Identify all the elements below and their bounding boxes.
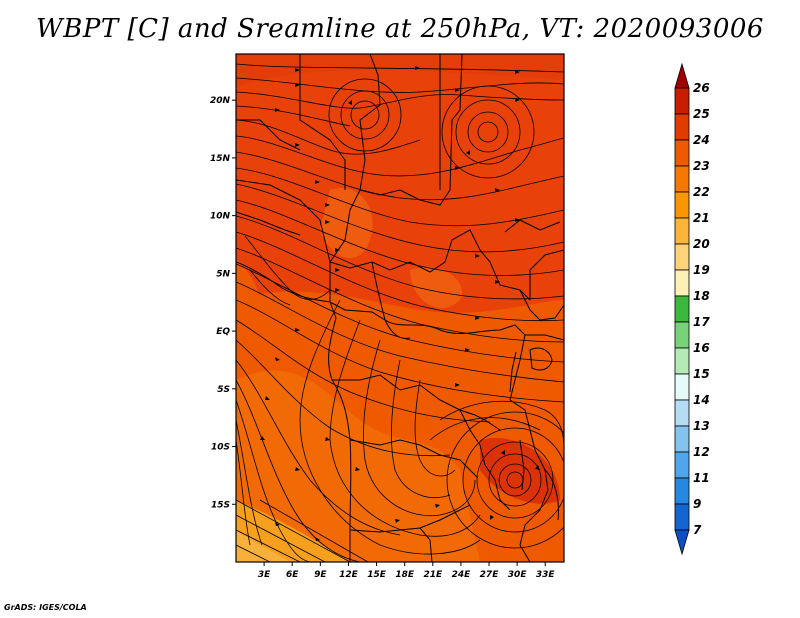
colorbar-swatch xyxy=(674,425,690,453)
border-south-sudan xyxy=(529,249,564,300)
colorbar-label: 16 xyxy=(693,341,710,355)
colorbar-label: 25 xyxy=(693,107,710,121)
border-chad-niger xyxy=(329,54,381,302)
colorbar-label: 26 xyxy=(693,81,710,95)
colorbar-label: 14 xyxy=(693,393,710,407)
lat-label: 5N xyxy=(216,269,230,279)
lon-label: 30E xyxy=(508,570,528,580)
map-frame xyxy=(235,53,565,563)
colorbar-swatch xyxy=(674,191,690,219)
colorbar-swatch xyxy=(674,399,690,427)
lon-label: 18E xyxy=(395,570,415,580)
field-patch-3 xyxy=(236,260,263,340)
colorbar-swatch xyxy=(674,347,690,375)
lon-label: 24E xyxy=(452,570,472,580)
lon-label: 21E xyxy=(423,570,443,580)
coastline-west xyxy=(236,261,352,562)
colorbar-label: 7 xyxy=(693,523,702,537)
colorbar-label: 12 xyxy=(693,445,710,459)
lon-label: 3E xyxy=(258,570,271,580)
lat-label: 10S xyxy=(211,443,230,453)
country-borders xyxy=(236,54,564,562)
colorbar-swatch xyxy=(674,139,690,167)
lon-label: 15E xyxy=(367,570,387,580)
colorbar-label: 20 xyxy=(693,237,710,251)
colorbar-swatch xyxy=(674,477,690,505)
grads-credit: GrADS: IGES/COLA xyxy=(4,603,87,612)
colorbar-swatch xyxy=(674,295,690,323)
field-north-band xyxy=(236,54,564,88)
colorbar-label: 23 xyxy=(693,159,710,173)
wbpt-shaded-field xyxy=(236,54,564,562)
colorbar-label: 18 xyxy=(693,289,710,303)
lat-label: 5S xyxy=(217,385,230,395)
lat-label: 10N xyxy=(210,212,231,222)
lon-label: 12E xyxy=(339,570,359,580)
colorbar-label: 22 xyxy=(693,185,710,199)
lake-victoria xyxy=(529,347,553,371)
colorbar-label: 13 xyxy=(693,419,710,433)
longitude-axis: 3E 6E 9E 12E 15E 18E 21E 24E 27E 30E 33E xyxy=(258,562,556,580)
border-benin xyxy=(236,211,301,236)
colorbar-swatch xyxy=(674,373,690,401)
colorbar-top-arrow xyxy=(674,62,690,89)
mozambique-channel xyxy=(544,469,559,521)
colorbar-label: 24 xyxy=(693,133,710,147)
lon-label: 6E xyxy=(286,570,299,580)
border-angola-zambia xyxy=(349,439,479,479)
colorbar-swatch xyxy=(674,165,690,193)
latitude-axis: 20N 15N 10N 5N EQ 5S 10S 15S xyxy=(210,96,236,510)
lon-label: 9E xyxy=(314,570,327,580)
lake-malawi xyxy=(519,439,525,491)
border-kenya-tanzania xyxy=(525,334,564,341)
field-patch-2 xyxy=(410,267,462,309)
colorbar-swatch xyxy=(674,503,690,531)
lat-label: EQ xyxy=(216,327,230,337)
streamline-arrows xyxy=(260,66,540,541)
border-botswana xyxy=(419,527,433,562)
colorbar-swatch xyxy=(674,217,690,245)
border-chad-sudan xyxy=(359,54,463,206)
colorbar-swatch xyxy=(674,243,690,271)
colorbar-bottom-arrow xyxy=(674,529,690,556)
border-gabon xyxy=(329,301,386,321)
border-zambia-malawi xyxy=(459,409,511,511)
field-patch-1 xyxy=(320,188,373,259)
colorbar-label: 21 xyxy=(693,211,710,225)
colorbar-label: 11 xyxy=(693,471,710,485)
lon-label: 33E xyxy=(536,570,556,580)
field-southwest-zone xyxy=(236,370,480,562)
lat-label: 15S xyxy=(211,500,230,510)
lake-tanganyika xyxy=(509,351,517,393)
border-car xyxy=(329,229,531,301)
colorbar-swatch xyxy=(674,113,690,141)
colorbar-label: 17 xyxy=(693,315,710,329)
border-niger-west xyxy=(299,54,346,190)
colorbar-label: 9 xyxy=(693,497,701,511)
streamlines xyxy=(236,63,564,562)
border-uganda xyxy=(519,289,564,321)
border-mali xyxy=(236,119,301,151)
border-drc-north xyxy=(384,319,526,401)
border-nigeria xyxy=(236,179,331,263)
colorbar-swatch xyxy=(674,87,690,115)
colorbar-label: 19 xyxy=(693,263,710,277)
border-drc-south xyxy=(332,374,501,431)
lon-label: 27E xyxy=(480,570,500,580)
colorbar-swatch xyxy=(674,269,690,297)
border-ethiopia xyxy=(504,219,561,233)
coastline-east xyxy=(509,399,549,562)
chart-title: WBPT [C] and Sreamline at 250hPa, VT: 20… xyxy=(36,14,764,44)
colorbar-swatch xyxy=(674,321,690,349)
colorbar: 26 25 24 23 22 21 20 19 18 17 16 15 14 13 12 11 9 7 xyxy=(674,62,710,556)
lat-label: 15N xyxy=(210,154,231,164)
colorbar-swatch xyxy=(674,451,690,479)
lat-label: 20N xyxy=(210,96,231,106)
field-warmest-corner xyxy=(236,530,290,562)
colorbar-label: 15 xyxy=(693,367,710,381)
